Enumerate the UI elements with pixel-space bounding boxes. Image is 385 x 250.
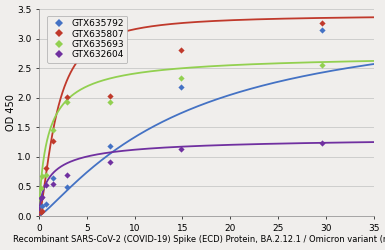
Point: [39, 204, 45, 208]
Point: [107, 144, 113, 148]
Point: [64, 185, 70, 189]
Point: [64, 173, 70, 177]
Y-axis label: OD 450: OD 450: [5, 94, 15, 131]
Point: [38, 210, 44, 214]
Point: [64, 100, 70, 104]
Point: [107, 100, 113, 104]
Point: [50, 128, 56, 132]
Point: [43, 202, 49, 206]
Point: [177, 85, 184, 89]
Point: [50, 139, 56, 143]
Point: [43, 166, 49, 170]
Point: [43, 183, 49, 187]
Point: [319, 21, 325, 25]
Point: [50, 176, 56, 180]
Point: [38, 210, 44, 214]
Legend: GTX635792, GTX635807, GTX635693, GTX632604: GTX635792, GTX635807, GTX635693, GTX6326…: [47, 16, 127, 63]
X-axis label: Recombinant SARS-CoV-2 (COVID-19) Spike (ECD) Protein, BA.2.12.1 / Omicron varia: Recombinant SARS-CoV-2 (COVID-19) Spike …: [13, 236, 385, 244]
Point: [39, 174, 45, 178]
Point: [107, 94, 113, 98]
Point: [177, 147, 184, 151]
Point: [319, 141, 325, 145]
Point: [39, 209, 45, 213]
Point: [50, 182, 56, 186]
Point: [107, 160, 113, 164]
Point: [39, 195, 45, 199]
Point: [177, 48, 184, 52]
Point: [319, 28, 325, 32]
Point: [43, 173, 49, 177]
Point: [64, 94, 70, 98]
Point: [319, 63, 325, 67]
Point: [177, 76, 184, 80]
Point: [38, 186, 44, 190]
Point: [38, 196, 44, 200]
